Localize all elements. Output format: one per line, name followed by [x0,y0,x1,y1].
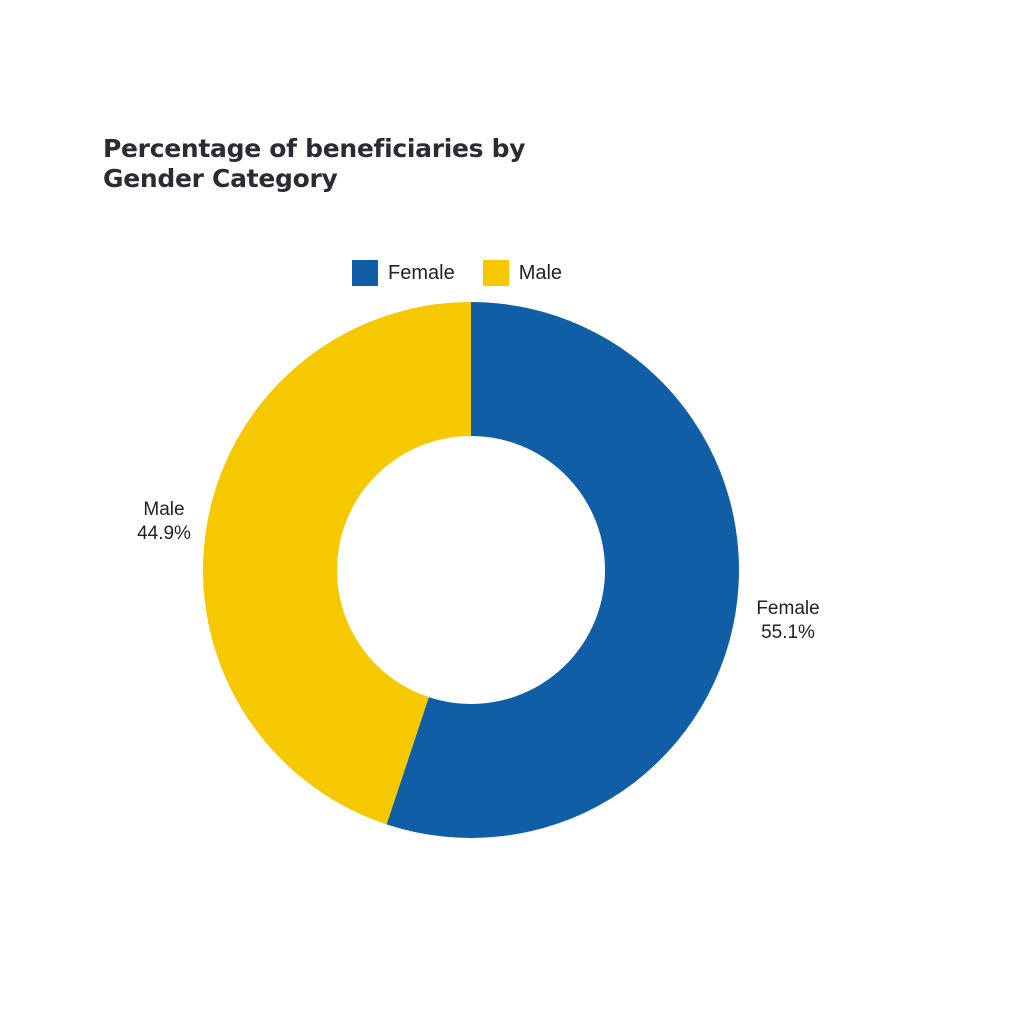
legend-swatch-male [482,260,509,286]
slice-label-male-name: Male [143,499,185,520]
chart-title-line-1: Percentage of beneficiaries by [103,134,526,163]
slice-label-female-name: Female [756,598,820,619]
slice-label-female: Female 55.1% [728,597,848,645]
chart-legend: Female Male [352,260,562,286]
legend-label-male: Male [518,261,563,284]
legend-label-female: Female [388,261,455,284]
donut-slice-female[interactable] [386,302,739,838]
chart-title: Percentage of beneficiaries by Gender Ca… [103,134,623,194]
legend-swatch-female [352,260,378,286]
legend-item-male[interactable]: Male [482,260,563,286]
donut-slice-male[interactable] [202,302,472,825]
slice-label-male: Male 44.9% [108,498,220,546]
chart-title-line-2: Gender Category [103,164,338,193]
legend-item-female[interactable]: Female [352,260,455,286]
slice-label-female-value: 55.1% [761,622,815,643]
slice-label-male-value: 44.9% [137,523,191,544]
